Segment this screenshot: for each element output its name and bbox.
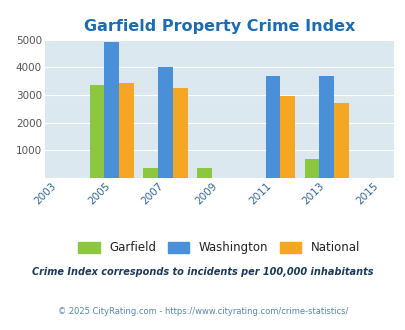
Bar: [158, 67, 173, 178]
Bar: [143, 168, 158, 178]
Bar: [196, 168, 211, 178]
Title: Garfield Property Crime Index: Garfield Property Crime Index: [83, 19, 354, 34]
Bar: [119, 82, 134, 178]
Text: © 2025 CityRating.com - https://www.cityrating.com/crime-statistics/: © 2025 CityRating.com - https://www.city…: [58, 307, 347, 316]
Bar: [104, 42, 119, 178]
Bar: [333, 103, 348, 178]
Legend: Garfield, Washington, National: Garfield, Washington, National: [74, 237, 364, 259]
Bar: [318, 76, 333, 178]
Text: Crime Index corresponds to incidents per 100,000 inhabitants: Crime Index corresponds to incidents per…: [32, 267, 373, 277]
Bar: [173, 88, 187, 178]
Bar: [90, 84, 104, 178]
Bar: [280, 96, 294, 178]
Bar: [304, 159, 318, 178]
Bar: [265, 76, 279, 178]
